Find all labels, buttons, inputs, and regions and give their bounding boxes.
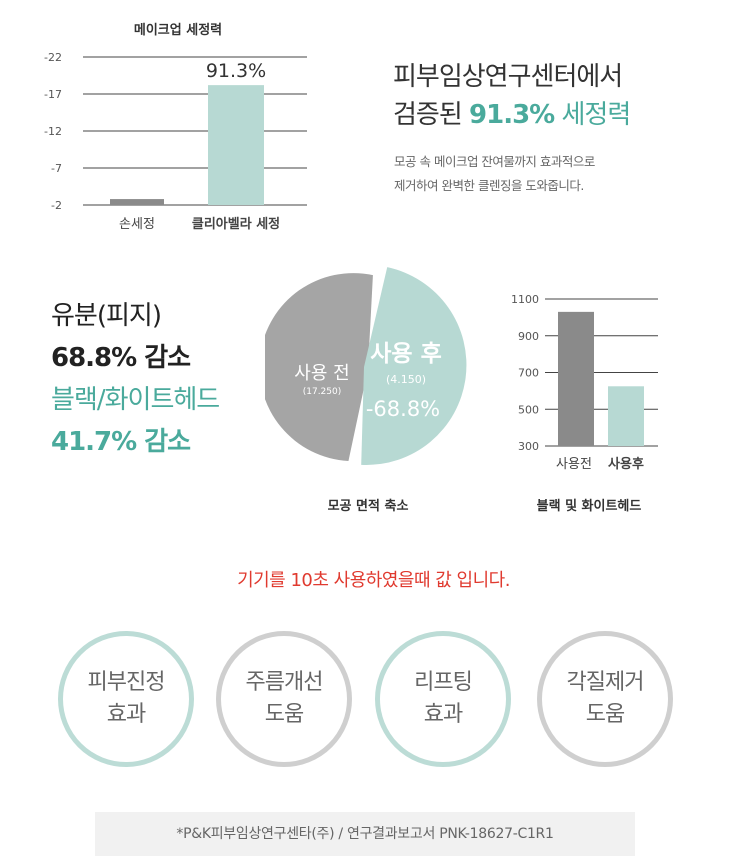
chart1-title: 메이크업 세정력 (134, 22, 222, 38)
benefit-circle-exfoliation: 각질제거 도움 (537, 631, 673, 767)
benefit-circle-lifting: 리프팅 효과 (375, 631, 511, 767)
x-category-label: 사용후 (608, 456, 644, 472)
headline: 피부임상연구센터에서 검증된 91.3% 세정력 (393, 58, 631, 134)
bar-1 (110, 199, 164, 205)
y-tick-label: 300 (518, 440, 539, 453)
bar-1 (558, 311, 594, 446)
y-tick-label: -17 (44, 88, 62, 101)
blackhead-bar-chart: 1100 900 700 500 300 사용전 사용후 블랙 및 화이트헤드 (511, 293, 658, 514)
pie-slice-after (361, 267, 467, 465)
stat-sebum-value: 68.8% 감소 (51, 343, 191, 373)
stat-sebum-label: 유분(피지) (51, 301, 162, 331)
headline-line1: 피부임상연구센터에서 (393, 62, 623, 92)
footer-source: *P&K피부임상연구센타(주) / 연구결과보고서 PNK-18627-C1R1 (95, 812, 635, 856)
pie-before-label: 사용 전 (294, 363, 349, 384)
y-tick-label: -7 (51, 162, 62, 175)
headline-line2: 검증된 91.3% 세정력 (393, 96, 631, 134)
pie-title: 모공 면적 축소 (328, 498, 409, 514)
desc-line2: 제거하여 완벽한 클렌징을 도와줍니다. (394, 178, 584, 193)
benefit-line2: 도움 (264, 702, 304, 727)
pie-slice-before (265, 273, 373, 461)
benefit-line1: 각질제거 (566, 670, 645, 695)
pie-after-change: -68.8% (366, 397, 440, 421)
desc-line1: 모공 속 메이크업 잔여물까지 효과적으로 (394, 154, 595, 169)
benefit-line1: 주름개선 (245, 670, 324, 695)
cleansing-bar-chart: 메이크업 세정력 -22 -17 -12 -7 -2 91.3% 손세정 클리아벨라 세정 (44, 22, 307, 232)
x-category-label: 손세정 (119, 217, 155, 232)
benefit-line2: 효과 (106, 702, 146, 727)
headline-description: 모공 속 메이크업 잔여물까지 효과적으로 제거하여 완벽한 클렌징을 도와줍니… (394, 150, 595, 198)
benefit-line1: 리프팅 (414, 670, 473, 695)
headline-value: 91.3% (469, 100, 555, 130)
pie-after-label: 사용 후 (370, 341, 442, 367)
benefit-line2: 효과 (423, 702, 463, 727)
y-tick-label: 500 (518, 403, 539, 416)
y-tick-label: 900 (518, 330, 539, 343)
y-tick-label: -22 (44, 51, 62, 64)
benefit-circle-soothing: 피부진정 효과 (58, 631, 194, 767)
y-tick-label: -2 (51, 199, 62, 212)
y-tick-label: 700 (518, 367, 539, 380)
chart3-title: 블랙 및 화이트헤드 (537, 498, 642, 514)
benefit-circle-wrinkle: 주름개선 도움 (216, 631, 352, 767)
x-category-label: 사용전 (556, 457, 592, 472)
headline-prefix: 검증된 (393, 100, 470, 130)
stat-heads-value: 41.7% 감소 (51, 427, 191, 457)
pore-pie-chart: 사용 전 (17.250) 사용 후 (4.150) -68.8% 모공 면적 … (265, 267, 467, 514)
bar-data-label: 91.3% (206, 60, 266, 82)
benefit-line2: 도움 (585, 702, 625, 727)
stat-heads-label: 블랙/화이트헤드 (51, 385, 220, 415)
y-tick-label: 1100 (511, 293, 539, 306)
bar-2 (608, 386, 644, 446)
x-category-label: 클리아벨라 세정 (192, 216, 280, 232)
y-tick-label: -12 (44, 125, 62, 138)
pie-after-value: (4.150) (386, 373, 426, 386)
headline-suffix: 세정력 (554, 100, 631, 130)
notice-text: 기기를 10초 사용하였을때 값 입니다. (237, 570, 510, 591)
bar-2 (208, 85, 264, 205)
benefit-line1: 피부진정 (87, 670, 166, 695)
pie-before-value: (17.250) (303, 387, 342, 397)
